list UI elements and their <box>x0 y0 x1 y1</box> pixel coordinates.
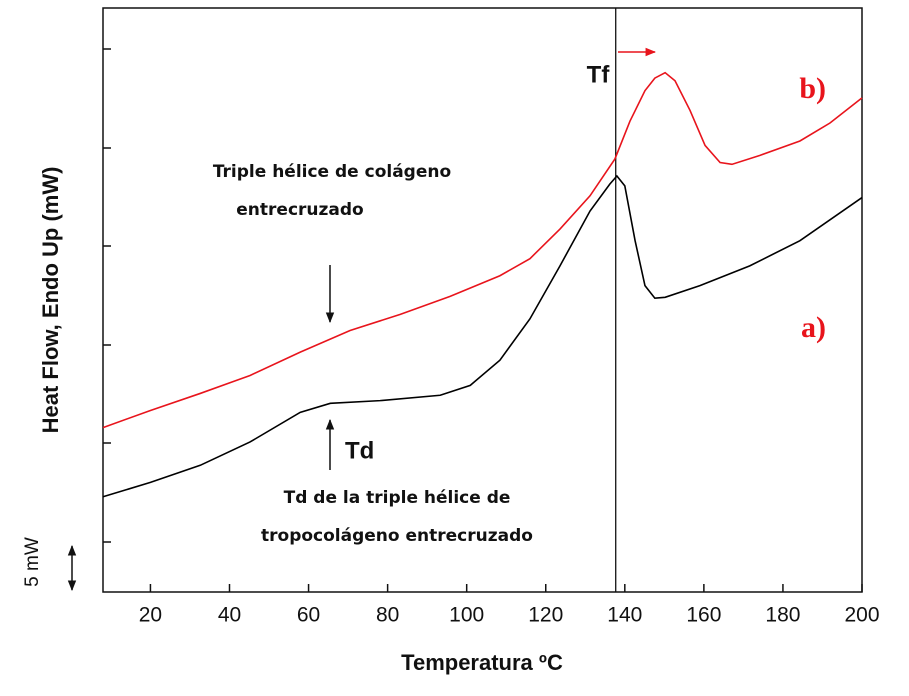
td-label: Td <box>345 437 374 464</box>
y-axis-ticks <box>103 48 111 543</box>
series-line <box>102 174 863 498</box>
x-tick-label: 180 <box>765 604 800 627</box>
scale-bar-label: 5 mW <box>22 537 43 587</box>
x-tick-label: 140 <box>607 604 642 627</box>
series-label-b: b) <box>799 72 826 105</box>
y-axis-label: Heat Flow, Endo Up (mW) <box>38 167 63 434</box>
x-tick-label: 200 <box>844 604 879 627</box>
annotation: Triple hélice de colágeno <box>213 162 451 182</box>
x-tick-label: 120 <box>528 604 563 627</box>
x-axis-label: Temperatura ºC <box>401 650 563 675</box>
x-tick-label: 40 <box>218 604 241 627</box>
series-line <box>102 71 863 429</box>
x-tick-label: 160 <box>686 604 721 627</box>
x-tick-label: 60 <box>297 604 320 627</box>
tf-label: Tf <box>587 61 611 88</box>
series-label-a: a) <box>801 311 826 344</box>
x-tick-label: 80 <box>376 604 399 627</box>
annotation: tropocolágeno entrecruzado <box>261 526 533 546</box>
annotation: Td de la triple hélice de <box>284 488 511 508</box>
x-tick-label: 20 <box>139 604 162 627</box>
x-tick-label: 100 <box>449 604 484 627</box>
plot-frame <box>102 7 863 593</box>
annotation: entrecruzado <box>236 200 363 220</box>
